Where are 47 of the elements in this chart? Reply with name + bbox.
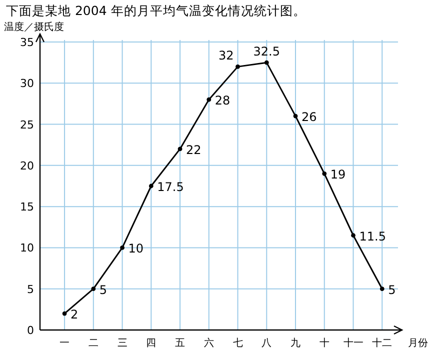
y-tick-label: 35 <box>20 36 34 49</box>
data-label: 32.5 <box>253 44 280 59</box>
data-label: 22 <box>186 142 202 157</box>
point <box>206 97 212 102</box>
data-label: 2 <box>70 308 78 322</box>
x-axis-title: 月份 <box>408 338 428 349</box>
data-label: 5 <box>99 282 108 297</box>
y-tick-label: 10 <box>20 242 34 255</box>
point <box>236 64 240 69</box>
chart-title: 下面是某地 2004 年的月平均气温变化情况统计图。 <box>6 3 306 18</box>
point <box>120 246 124 250</box>
x-tick-label: 十一 <box>343 337 364 349</box>
data-label: 28 <box>214 94 230 108</box>
x-tick-label: 六 <box>204 337 214 349</box>
data-label: 17.5 <box>157 180 184 194</box>
x-tick-label: 十二 <box>372 337 392 349</box>
y-tick-label: 15 <box>20 200 34 214</box>
x-tick-label: 九 <box>290 337 301 349</box>
y-tick-label: 20 <box>20 159 34 172</box>
point <box>322 171 327 176</box>
x-tick-label: 二 <box>88 338 98 349</box>
point <box>148 184 154 188</box>
y-tick-label: 0 <box>27 324 34 337</box>
data-label: 32 <box>218 48 234 63</box>
point <box>264 60 269 65</box>
point <box>91 286 96 292</box>
y-tick-label: 25 <box>20 118 34 132</box>
y-tick-label: 30 <box>20 77 34 90</box>
data-label: 26 <box>302 110 317 124</box>
x-tick-label: 三 <box>117 338 128 349</box>
x-tick-label: 五 <box>175 338 186 349</box>
point <box>351 233 356 238</box>
y-tick-label: 5 <box>27 282 34 296</box>
data-label: 5 <box>388 282 396 297</box>
x-tick-label: 四 <box>146 338 156 349</box>
data-label: 11.5 <box>359 229 386 244</box>
x-tick-label: 八 <box>262 338 272 349</box>
point <box>380 286 384 292</box>
point <box>293 114 298 118</box>
data-label: 10 <box>128 242 144 256</box>
point <box>178 146 182 152</box>
x-tick-label: 一 <box>60 338 70 349</box>
point <box>62 311 67 316</box>
data-label: 19 <box>330 168 346 182</box>
y-axis-title: 温度／摄氏度 <box>4 21 64 33</box>
x-tick-label: 七 <box>232 337 243 349</box>
x-tick-label: 十 <box>319 337 330 349</box>
